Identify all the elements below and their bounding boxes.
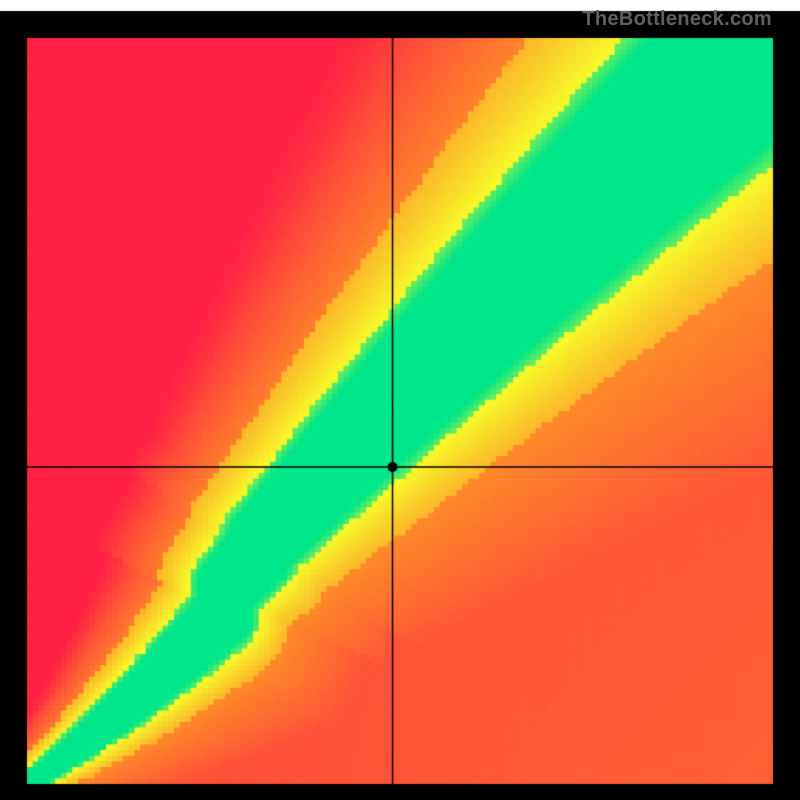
chart-container: TheBottleneck.com <box>0 0 800 800</box>
heatmap-canvas <box>0 0 800 800</box>
watermark-text: TheBottleneck.com <box>582 8 772 31</box>
